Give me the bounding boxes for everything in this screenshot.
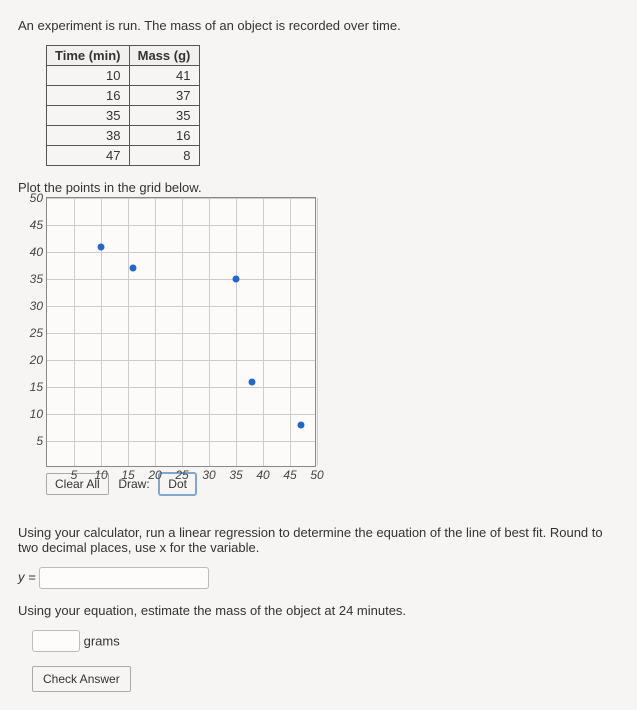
data-table: Time (min) Mass (g) 1041163735353816478 xyxy=(46,45,200,166)
table-cell: 16 xyxy=(47,86,130,106)
x-tick: 40 xyxy=(256,468,269,482)
table-cell: 35 xyxy=(47,106,130,126)
chart-point xyxy=(98,243,105,250)
col-header-time: Time (min) xyxy=(47,46,130,66)
table-row: 478 xyxy=(47,146,200,166)
regression-text: Using your calculator, run a linear regr… xyxy=(18,525,619,555)
y-tick: 50 xyxy=(30,191,43,205)
x-tick: 50 xyxy=(310,468,323,482)
x-tick: 20 xyxy=(148,468,161,482)
chart-point xyxy=(130,265,137,272)
y-tick: 15 xyxy=(30,380,43,394)
chart-point xyxy=(297,421,304,428)
table-cell: 10 xyxy=(47,66,130,86)
x-tick: 25 xyxy=(175,468,188,482)
table-cell: 37 xyxy=(129,86,199,106)
chart[interactable]: 51015202530354045505101520253035404550 xyxy=(46,197,619,467)
table-cell: 16 xyxy=(129,126,199,146)
table-cell: 35 xyxy=(129,106,199,126)
x-tick: 5 xyxy=(71,468,78,482)
x-tick: 35 xyxy=(229,468,242,482)
y-tick: 25 xyxy=(30,326,43,340)
x-tick: 15 xyxy=(121,468,134,482)
y-tick: 5 xyxy=(36,434,43,448)
col-header-mass: Mass (g) xyxy=(129,46,199,66)
chart-point xyxy=(233,276,240,283)
x-tick: 45 xyxy=(283,468,296,482)
plot-instruction: Plot the points in the grid below. xyxy=(18,180,619,195)
table-row: 3535 xyxy=(47,106,200,126)
table-row: 1041 xyxy=(47,66,200,86)
table-row: 3816 xyxy=(47,126,200,146)
x-tick: 30 xyxy=(202,468,215,482)
table-row: 1637 xyxy=(47,86,200,106)
estimate-text: Using your equation, estimate the mass o… xyxy=(18,603,619,618)
grams-input[interactable] xyxy=(32,630,80,652)
y-tick: 45 xyxy=(30,218,43,232)
y-tick: 35 xyxy=(30,272,43,286)
grams-label: grams xyxy=(84,634,120,649)
equation-input[interactable] xyxy=(39,567,209,589)
check-answer-button[interactable]: Check Answer xyxy=(32,666,131,692)
intro-text: An experiment is run. The mass of an obj… xyxy=(18,18,619,33)
x-tick: 10 xyxy=(94,468,107,482)
table-cell: 47 xyxy=(47,146,130,166)
eq-prefix: y = xyxy=(18,569,36,584)
y-tick: 10 xyxy=(30,407,43,421)
table-cell: 8 xyxy=(129,146,199,166)
table-cell: 38 xyxy=(47,126,130,146)
y-tick: 40 xyxy=(30,245,43,259)
chart-point xyxy=(249,378,256,385)
table-cell: 41 xyxy=(129,66,199,86)
y-tick: 30 xyxy=(30,299,43,313)
y-tick: 20 xyxy=(30,353,43,367)
